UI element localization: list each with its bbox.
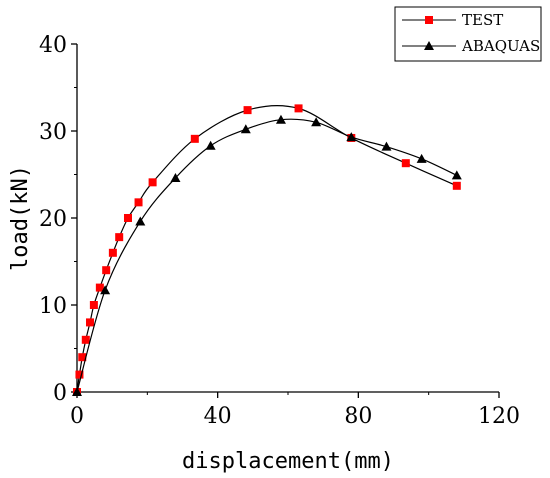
series-test: [73, 104, 461, 396]
data-point-square: [294, 104, 303, 113]
legend-label-abaquas: ABAQUAS: [461, 37, 540, 55]
y-tick-label: 20: [39, 207, 67, 232]
legend-label-test: TEST: [462, 11, 503, 29]
data-point-triangle: [451, 170, 462, 180]
x-tick-label: 0: [70, 404, 84, 429]
data-point-triangle: [416, 153, 427, 163]
legend-triangle-marker: [424, 41, 434, 50]
data-point-square: [86, 318, 95, 327]
legend: TEST ABAQUAS: [394, 6, 542, 62]
x-tick-label: 40: [204, 404, 232, 429]
y-axis-label: load(kN): [8, 165, 33, 271]
series-abaquas: [72, 114, 462, 396]
data-point-triangle: [100, 285, 111, 295]
data-point-square: [95, 283, 104, 292]
data-point-triangle: [346, 132, 357, 142]
series-line-test: [76, 104, 458, 393]
data-point-square: [102, 266, 111, 275]
data-point-square: [123, 214, 132, 222]
data-point-square: [115, 233, 124, 242]
data-point-triangle: [381, 141, 392, 151]
legend-box: [394, 6, 542, 62]
data-point-square: [75, 370, 84, 379]
x-axis-label: displacement(mm): [182, 449, 394, 474]
data-point-triangle: [205, 140, 216, 150]
x-tick-label: 120: [478, 404, 520, 429]
data-point-triangle: [275, 114, 286, 124]
data-point-square: [148, 178, 157, 187]
y-tick-label: 10: [39, 294, 67, 319]
data-point-square: [81, 335, 90, 344]
data-point-triangle: [135, 216, 146, 226]
data-point-triangle: [311, 117, 322, 127]
legend-square-marker: [425, 16, 433, 24]
data-point-square: [243, 106, 252, 115]
data-point-triangle: [170, 172, 181, 182]
data-point-square: [401, 159, 410, 168]
x-tick-label: 80: [344, 404, 372, 429]
series-layer: [72, 104, 462, 396]
data-point-square: [134, 198, 143, 207]
data-point-square: [89, 301, 98, 309]
data-point-triangle: [72, 387, 82, 396]
data-point-square: [78, 353, 87, 362]
y-tick-label: 30: [39, 120, 67, 145]
y-tick-label: 40: [39, 33, 67, 58]
data-point-square: [190, 134, 199, 143]
y-tick-label: 0: [53, 381, 67, 406]
data-point-square: [108, 248, 117, 257]
data-point-triangle: [240, 124, 251, 134]
data-point-square: [452, 181, 461, 190]
legend-entry-abaquas: ABAQUAS: [402, 37, 540, 55]
legend-entry-test: TEST: [402, 11, 503, 29]
ticks: 0 40 80 120 0 10 20 30 40: [39, 33, 520, 429]
